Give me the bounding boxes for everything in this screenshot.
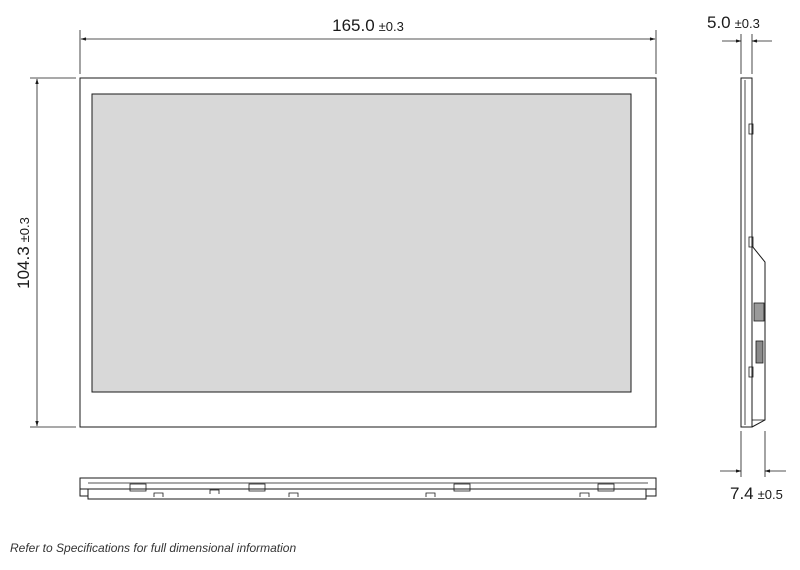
depth-total-dimension: 7.4 ±0.5: [720, 431, 786, 503]
bottom-view: [79, 477, 657, 500]
display-bezel: [79, 77, 657, 428]
side-view: [740, 77, 766, 428]
depth-total-label: 7.4 ±0.5: [730, 484, 783, 503]
depth-front-dimension: 5.0 ±0.3: [707, 13, 772, 74]
footnote: Refer to Specifications for full dimensi…: [10, 541, 297, 555]
front-view: [79, 77, 657, 428]
height-label: 104.3±0.3: [14, 217, 33, 289]
depth-front-label: 5.0 ±0.3: [707, 13, 760, 32]
width-label: 165.0 ±0.3: [332, 16, 404, 35]
height-dimension: 104.3±0.3: [14, 77, 76, 428]
width-dimension: 165.0 ±0.3: [79, 16, 657, 74]
display-screen: [91, 93, 632, 393]
